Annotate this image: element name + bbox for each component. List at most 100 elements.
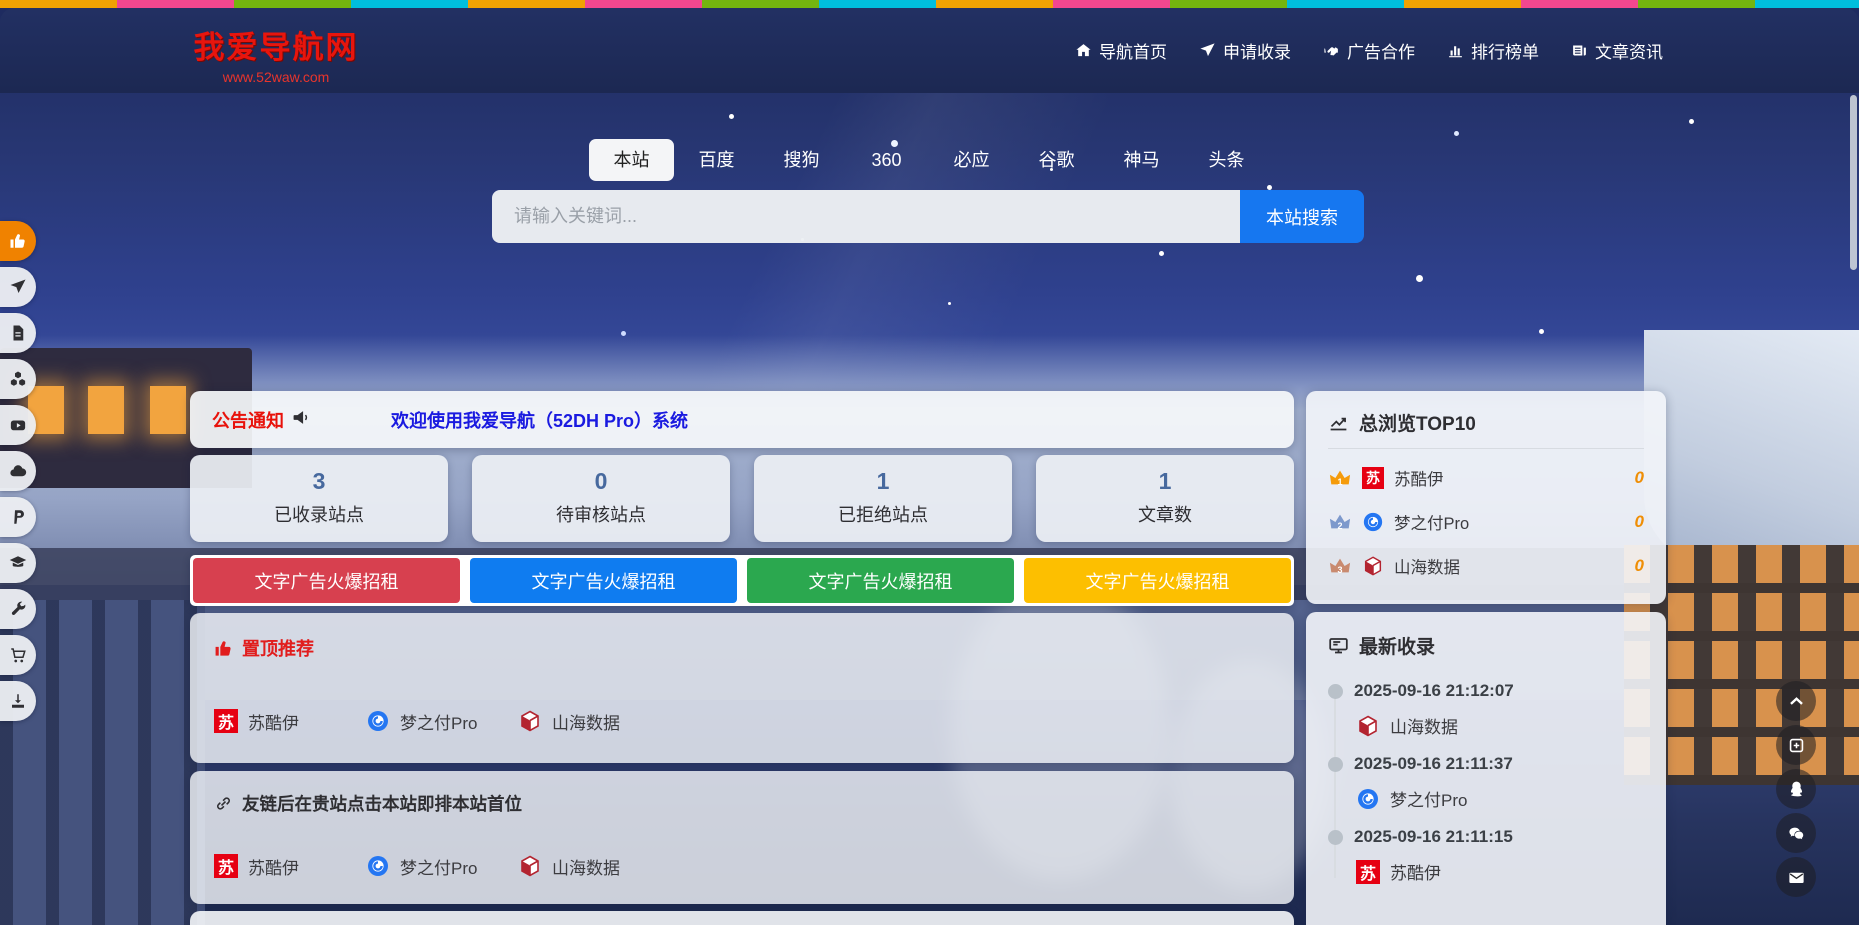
back-to-top-button[interactable]: [1776, 681, 1816, 721]
site-card-shanhai[interactable]: 山海数据: [1356, 713, 1644, 738]
main-menu: 导航首页 申请收录 广告合作 排行榜单 文章资讯: [1075, 8, 1663, 93]
site-name: 山海数据: [552, 713, 620, 733]
site-grid: 苏 苏酷伊 梦之付Pro 山海数据: [214, 701, 1270, 741]
timeline-dot-icon: [1328, 684, 1343, 699]
trending-chart-icon: [1330, 417, 1347, 431]
panel-title: 最新收录: [1359, 637, 1436, 658]
site-title: 我爱导航网: [193, 30, 359, 65]
latest-timeline: 2025-09-16 21:12:07 山海数据 2025-09-16 21:1…: [1328, 681, 1644, 884]
tab-sogou[interactable]: 搜狗: [783, 150, 820, 170]
floating-toolbar: [1776, 681, 1816, 901]
ad-banner[interactable]: 文字广告火爆招租: [747, 558, 1014, 603]
site-card-mengzhifu[interactable]: 梦之付Pro: [1356, 786, 1644, 811]
timeline-entry: 2025-09-16 21:11:37 梦之付Pro: [1328, 754, 1644, 811]
top-recommend-section: 置顶推荐 苏 苏酷伊 梦之付Pro 山海数据: [190, 613, 1294, 763]
tab-google[interactable]: 谷歌: [1038, 150, 1075, 170]
wechat-contact-button[interactable]: [1776, 813, 1816, 853]
site-domain: www.52waw.com: [222, 69, 330, 85]
rank-row-3[interactable]: 3 山海数据 0: [1328, 547, 1644, 584]
ad-banner[interactable]: 文字广告火爆招租: [1024, 558, 1291, 603]
sidebar-item-shop[interactable]: [0, 635, 36, 675]
rank-row-2[interactable]: 2 梦之付Pro 0: [1328, 503, 1644, 540]
menu-label: 申请收录: [1223, 43, 1291, 62]
entry-timestamp: 2025-09-16 21:11:15: [1354, 827, 1513, 846]
tab-this-site[interactable]: 本站: [589, 139, 674, 181]
sidebar-item-education[interactable]: [0, 543, 36, 583]
cubes-icon: [10, 371, 26, 386]
sidebar-item-paypal[interactable]: [0, 497, 36, 537]
tab-360[interactable]: 360: [871, 150, 902, 170]
menu-item-articles[interactable]: 文章资讯: [1571, 38, 1663, 63]
sidebar-item-telegram[interactable]: [0, 267, 36, 307]
site-name: 梦之付Pro: [1390, 791, 1468, 810]
menu-label: 文章资讯: [1595, 43, 1663, 62]
announcement-message[interactable]: 欢迎使用我爱导航（52DH Pro）系统: [391, 410, 689, 431]
announcement-bar: 公告通知 欢迎使用我爱导航（52DH Pro）系统: [190, 391, 1294, 448]
site-card-shanhai[interactable]: 山海数据: [518, 701, 662, 741]
menu-item-home[interactable]: 导航首页: [1075, 38, 1167, 63]
add-site-button[interactable]: [1776, 725, 1816, 765]
cloud-icon: [10, 465, 27, 477]
site-card-sukuyi[interactable]: 苏 苏酷伊: [214, 701, 358, 741]
ad-banner[interactable]: 文字广告火爆招租: [193, 558, 460, 603]
site-card-sukuyi[interactable]: 苏 苏酷伊: [1356, 859, 1644, 884]
rank-site-name: 梦之付Pro: [1394, 514, 1470, 533]
rank-site-name: 山海数据: [1394, 558, 1460, 577]
rainbow-top-stripe: [0, 0, 1859, 8]
panel-header: 总浏览TOP10: [1328, 409, 1644, 436]
stat-value: 1: [1158, 468, 1172, 494]
menu-label: 广告合作: [1347, 43, 1415, 62]
stat-value: 3: [312, 468, 326, 494]
sidebar-item-download[interactable]: [0, 681, 36, 721]
site-card-mengzhifu[interactable]: 梦之付Pro: [366, 701, 510, 741]
link-icon: [217, 797, 230, 810]
paypal-icon: [14, 510, 24, 524]
mengzhifu-favicon: [1358, 788, 1378, 809]
stat-approved-sites: 3 已收录站点: [190, 455, 448, 542]
ad-banner[interactable]: 文字广告火爆招租: [470, 558, 737, 603]
sidebar-item-cloud[interactable]: [0, 451, 36, 491]
search-button[interactable]: 本站搜索: [1240, 190, 1364, 243]
search-input[interactable]: [492, 190, 1240, 243]
rank-row-1[interactable]: 1 苏 苏酷伊 0: [1328, 459, 1644, 496]
menu-label: 导航首页: [1099, 43, 1167, 62]
panel-title: 总浏览TOP10: [1359, 414, 1476, 435]
newspaper-icon: [1573, 45, 1586, 56]
sidebar-item-apps[interactable]: [0, 359, 36, 399]
tab-baidu[interactable]: 百度: [698, 150, 735, 170]
qq-contact-button[interactable]: [1776, 769, 1816, 809]
file-text-icon: [13, 325, 24, 341]
menu-item-submit[interactable]: 申请收录: [1199, 38, 1291, 63]
page-scrollbar-thumb[interactable]: [1850, 95, 1857, 270]
rank-views: 0: [1634, 467, 1644, 487]
mengzhifu-favicon: [1363, 512, 1383, 531]
sidebar-item-docs[interactable]: [0, 313, 36, 353]
site-card-sukuyi[interactable]: 苏 苏酷伊: [214, 846, 358, 886]
site-logo[interactable]: 我爱导航网 www.52waw.com: [168, 22, 384, 85]
graduation-cap-icon: [9, 556, 27, 567]
shanhai-favicon: [1359, 715, 1377, 736]
tab-bing[interactable]: 必应: [953, 150, 990, 170]
site-card-shanhai[interactable]: 山海数据: [518, 846, 662, 886]
tab-toutiao[interactable]: 头条: [1208, 150, 1245, 170]
friend-links-section: 友链后在贵站点击本站即排本站首位 苏 苏酷伊 梦之付Pro 山海数据: [190, 771, 1294, 904]
paper-plane-icon: [10, 279, 26, 293]
tab-shenma[interactable]: 神马: [1123, 150, 1160, 170]
paper-plane-icon: [1200, 43, 1215, 57]
timeline-entry: 2025-09-16 21:11:15 苏 苏酷伊: [1328, 827, 1644, 884]
entry-timestamp: 2025-09-16 21:11:37: [1354, 754, 1513, 773]
sidebar-item-recommend[interactable]: [0, 221, 36, 261]
email-contact-button[interactable]: [1776, 857, 1816, 897]
ad-banner-row: 文字广告火爆招租 文字广告火爆招租 文字广告火爆招租 文字广告火爆招租: [190, 555, 1294, 606]
rank-views: 0: [1634, 511, 1644, 531]
menu-item-ads[interactable]: 广告合作: [1323, 38, 1415, 63]
mengzhifu-favicon: [368, 711, 388, 731]
next-section-peek: [190, 911, 1294, 925]
download-icon: [12, 694, 24, 708]
site-name: 苏酷伊: [248, 858, 299, 878]
sidebar-item-tools[interactable]: [0, 589, 36, 629]
site-card-mengzhifu[interactable]: 梦之付Pro: [366, 846, 510, 886]
menu-item-ranking[interactable]: 排行榜单: [1447, 38, 1539, 63]
sidebar-item-youtube[interactable]: [0, 405, 36, 445]
section-header: 友链后在贵站点击本站即排本站首位: [214, 791, 1270, 816]
